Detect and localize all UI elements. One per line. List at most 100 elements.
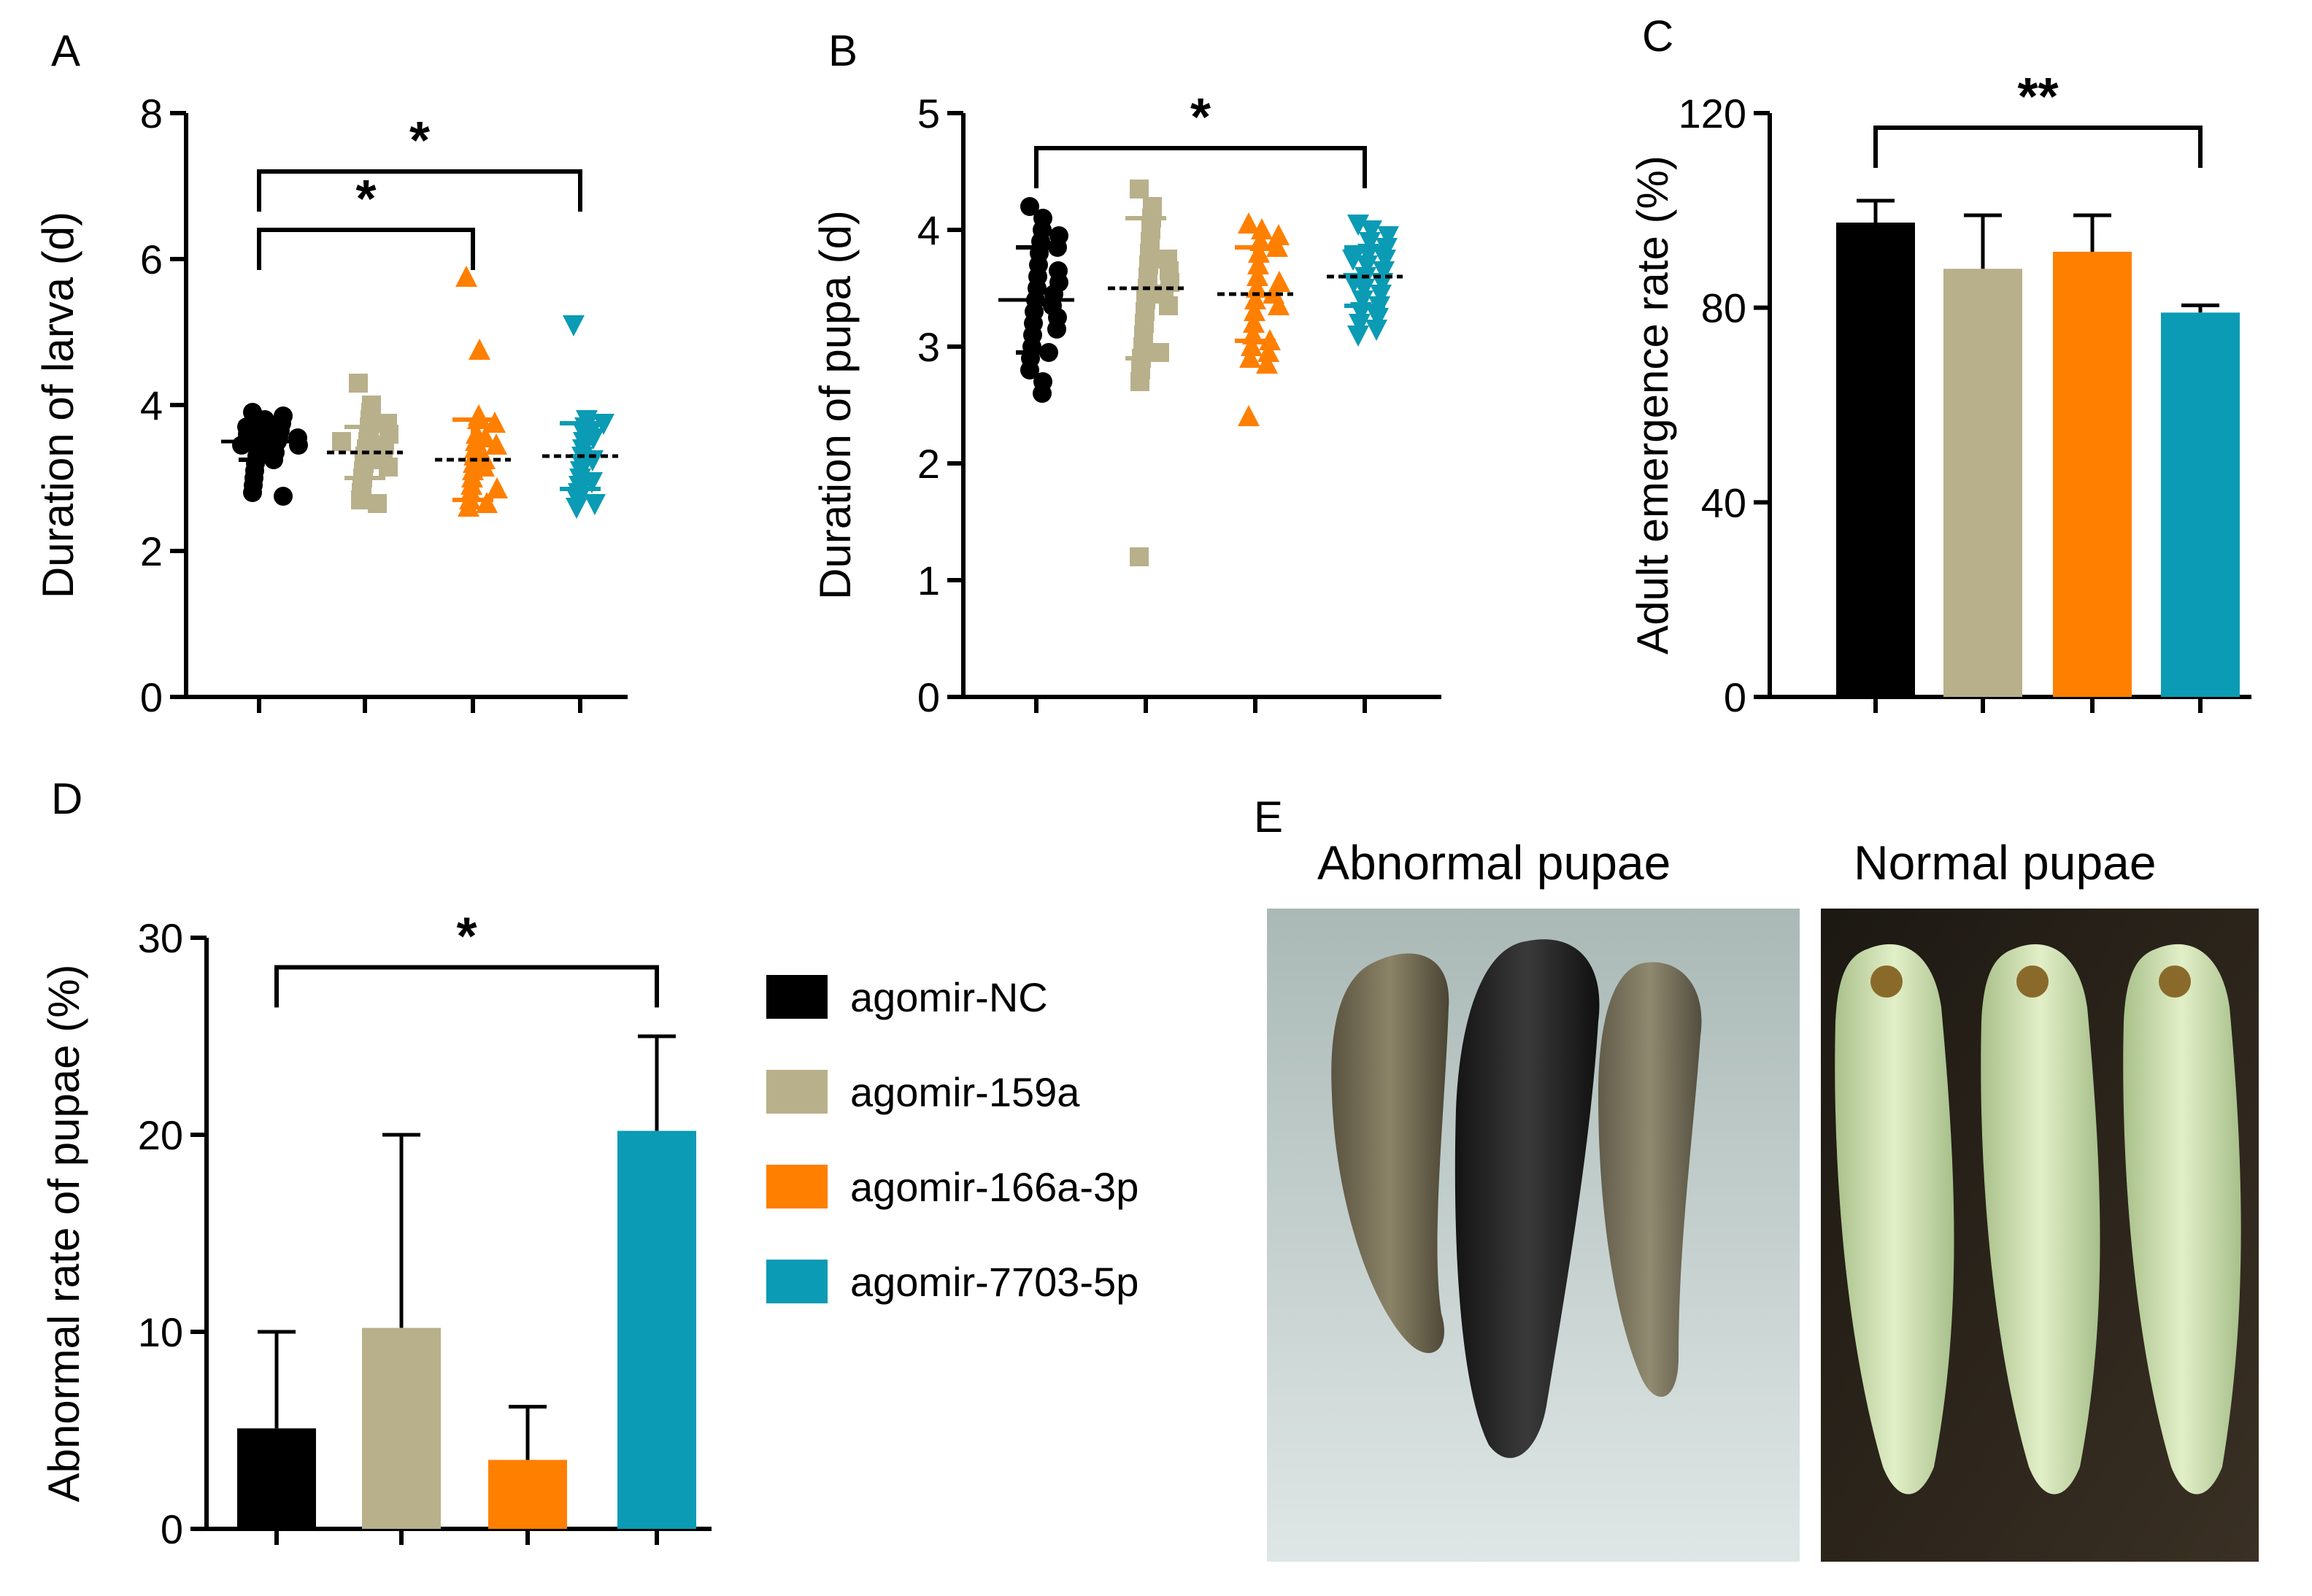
- significance-label-panel-d: *: [456, 908, 477, 966]
- data-point-panel-b: [1370, 285, 1392, 306]
- data-point-panel-a: [593, 414, 614, 435]
- y-tick-label-panel-c: 80: [1701, 285, 1746, 331]
- legend-swatch-agomir-159a: [766, 1070, 828, 1114]
- data-point-panel-a: [469, 339, 490, 360]
- legend-label-agomir-166a: agomir-166a-3p: [850, 1164, 1138, 1210]
- data-point-panel-a: [378, 414, 397, 433]
- data-point-panel-b: [1360, 220, 1382, 242]
- data-point-panel-b: [1365, 320, 1387, 341]
- data-point-panel-b: [1020, 361, 1039, 379]
- data-point-panel-b: [1343, 273, 1365, 294]
- legend-label-agomir-159a: agomir-159a: [850, 1069, 1080, 1115]
- data-point-panel-b: [1256, 352, 1278, 374]
- data-point-panel-a: [474, 426, 496, 447]
- panel-label-panel-a: A: [51, 26, 80, 75]
- y-tick-label-panel-a: 6: [140, 236, 163, 282]
- bar-panel-c: [1836, 223, 1915, 697]
- bar-panel-c: [2053, 252, 2132, 697]
- bar-panel-d: [362, 1327, 441, 1529]
- y-axis-label-panel-a: Duration of larva (d): [34, 212, 82, 598]
- legend-swatch-agomir-7703: [766, 1260, 828, 1303]
- significance-label-panel-a: *: [409, 112, 430, 170]
- data-point-panel-b: [1049, 261, 1068, 280]
- data-point-panel-a: [485, 433, 507, 455]
- data-point-panel-b: [1130, 180, 1149, 198]
- y-axis-label-panel-b: Duration of pupa (d): [811, 210, 860, 600]
- y-tick-label-panel-a: 2: [140, 528, 163, 574]
- y-axis-label-panel-d: Abnormal rate of pupae (%): [39, 964, 88, 1502]
- y-tick-label-panel-b: 2: [917, 441, 940, 487]
- y-tick-label-panel-b: 1: [917, 558, 940, 604]
- panel-e: E Abnormal pupae Normal pupae: [1254, 793, 2259, 1562]
- y-tick-label-panel-b: 4: [917, 207, 940, 253]
- data-point-panel-a: [288, 428, 307, 447]
- data-point-panel-a: [580, 421, 602, 442]
- data-point-panel-b: [1376, 238, 1398, 259]
- legend: agomir-NC agomir-159a agomir-166a-3p ago…: [766, 974, 1138, 1305]
- significance-bracket-panel-d: [274, 965, 659, 1008]
- significance-bracket-panel-c: [1873, 126, 2203, 168]
- data-point-panel-b: [1020, 197, 1039, 216]
- legend-label-agomir-7703: agomir-7703-5p: [850, 1259, 1138, 1305]
- bar-panel-d: [617, 1130, 696, 1529]
- data-point-panel-b: [1374, 250, 1396, 271]
- abnormal-pupae-title: Abnormal pupae: [1317, 836, 1671, 890]
- chart-panel-d: 0 10 20 30 Abnormal rate of pupae (%) D *: [39, 774, 712, 1552]
- data-point-panel-a: [584, 494, 606, 515]
- data-point-panel-b: [1047, 320, 1066, 339]
- data-point-panel-b: [1033, 384, 1052, 403]
- y-tick-label-panel-c: 40: [1701, 479, 1746, 525]
- data-point-panel-b: [1130, 372, 1149, 391]
- significance-bracket-panel-a: [257, 228, 475, 270]
- bar-panel-d: [488, 1460, 567, 1529]
- data-point-panel-a: [458, 496, 479, 517]
- data-point-panel-b: [1239, 347, 1261, 368]
- data-point-panel-b: [1238, 212, 1260, 234]
- data-point-panel-a: [566, 498, 587, 519]
- data-point-panel-a: [349, 374, 368, 393]
- data-point-panel-b: [1158, 250, 1177, 269]
- data-point-panel-a: [563, 315, 585, 336]
- data-point-panel-a: [237, 417, 256, 436]
- bar-panel-c: [2161, 312, 2240, 697]
- y-tick-label-panel-a: 8: [140, 90, 163, 136]
- data-point-panel-b: [1130, 547, 1149, 566]
- data-point-panel-b: [1159, 296, 1178, 315]
- legend-swatch-agomir-166a: [766, 1165, 828, 1208]
- data-point-panel-a: [581, 472, 603, 493]
- significance-bracket-panel-b: [1034, 146, 1367, 188]
- y-tick-label-panel-c: 0: [1724, 674, 1746, 720]
- data-point-panel-b: [1367, 308, 1389, 329]
- legend-label-agomir-nc: agomir-NC: [850, 974, 1048, 1020]
- data-point-panel-b: [1268, 224, 1290, 245]
- significance-label-panel-c: **: [2017, 68, 2058, 126]
- y-tick-label-panel-d: 20: [138, 1112, 183, 1158]
- data-point-panel-a: [351, 490, 370, 509]
- data-point-panel-a: [243, 483, 262, 502]
- data-point-panel-a: [476, 492, 498, 513]
- data-point-panel-a: [455, 266, 477, 287]
- y-tick-label-panel-d: 10: [138, 1309, 183, 1355]
- significance-bracket-panel-a: [257, 169, 582, 212]
- y-axis-label-panel-c: Adult emergence rate (%): [1628, 155, 1677, 655]
- data-point-panel-a: [274, 487, 293, 506]
- data-point-panel-a: [332, 432, 351, 451]
- data-point-panel-b: [1238, 405, 1260, 426]
- significance-label-panel-b: *: [1190, 88, 1211, 147]
- panel-label-panel-c: C: [1642, 12, 1673, 61]
- legend-swatch-agomir-nc: [766, 975, 828, 1019]
- data-point-panel-a: [473, 455, 495, 477]
- data-point-panel-a: [379, 458, 398, 477]
- normal-pupae-title: Normal pupae: [1854, 836, 2157, 890]
- y-tick-label-panel-b: 5: [917, 90, 940, 136]
- data-point-panel-b: [1347, 215, 1369, 236]
- data-point-panel-a: [486, 477, 508, 498]
- y-tick-label-panel-b: 3: [917, 324, 940, 370]
- data-point-panel-b: [1048, 238, 1067, 257]
- data-point-panel-a: [368, 494, 387, 513]
- normal-pupae-photo: [1821, 909, 2259, 1562]
- data-point-panel-b: [1257, 341, 1279, 362]
